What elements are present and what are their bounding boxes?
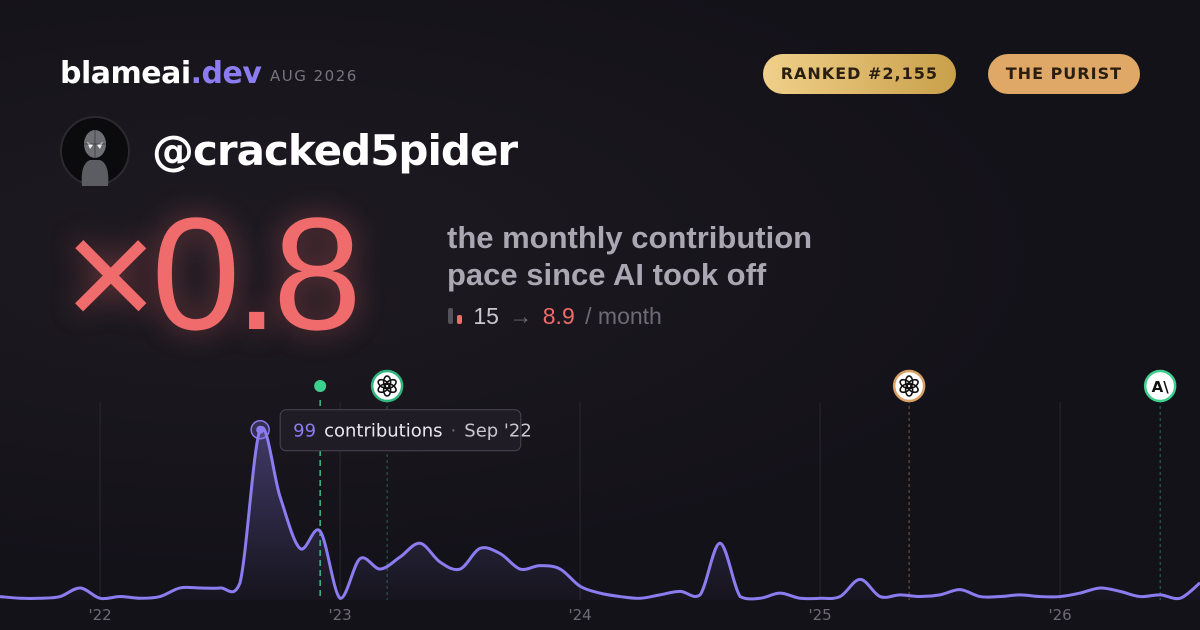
x-tick-label: '23 (328, 606, 351, 624)
event-icon (370, 369, 404, 403)
pace-unit: / month (585, 303, 662, 329)
line (0, 426, 1200, 601)
multiplier: ×0.8 (64, 184, 362, 363)
pace-icon (448, 308, 462, 324)
brand: blameai.dev (60, 56, 262, 91)
tooltip-value: 99 (293, 421, 316, 442)
x-tick-label: '22 (88, 606, 111, 624)
openai-logo (377, 375, 397, 397)
logo-petal (377, 378, 390, 390)
x-tick-label: '25 (808, 606, 831, 624)
avatar (60, 116, 130, 186)
area (0, 427, 1200, 600)
tooltip-date: Sep '22 (464, 421, 532, 442)
brand-name: blameai (60, 56, 191, 91)
event-icon (1143, 369, 1177, 403)
title-badge: THE PURIST (987, 54, 1140, 94)
tooltip-text: 99 contributions · Sep '22 (293, 421, 532, 442)
handle: @cracked5pider (152, 126, 518, 175)
openai-logo (899, 375, 919, 397)
event-dot (314, 380, 327, 392)
pace-arrow: → (509, 303, 533, 329)
logo-petal (899, 378, 912, 390)
tooltip-box (279, 409, 522, 452)
event-icon (892, 369, 926, 403)
peak-dot (256, 425, 265, 434)
x-tick-label: '24 (568, 606, 591, 624)
rank-badge: RANKED #2,155 (762, 54, 956, 94)
x-tick-label: '26 (1048, 606, 1071, 624)
tooltip: 99 contributions · Sep '22 (279, 409, 532, 452)
event-label: A\ (1152, 378, 1170, 396)
tooltip-label: contributions (324, 421, 442, 442)
date: AUG 2026 (270, 67, 358, 85)
brand-tld: .dev (190, 56, 262, 91)
pace: 15 → 8.9 / month (447, 303, 662, 330)
tooltip-sep: · (451, 421, 457, 442)
caption: the monthly contribution (447, 220, 813, 255)
caption: pace since AI took off (447, 257, 767, 292)
pace-after: 8.9 (542, 303, 575, 329)
pace-before: 15 (473, 303, 499, 329)
